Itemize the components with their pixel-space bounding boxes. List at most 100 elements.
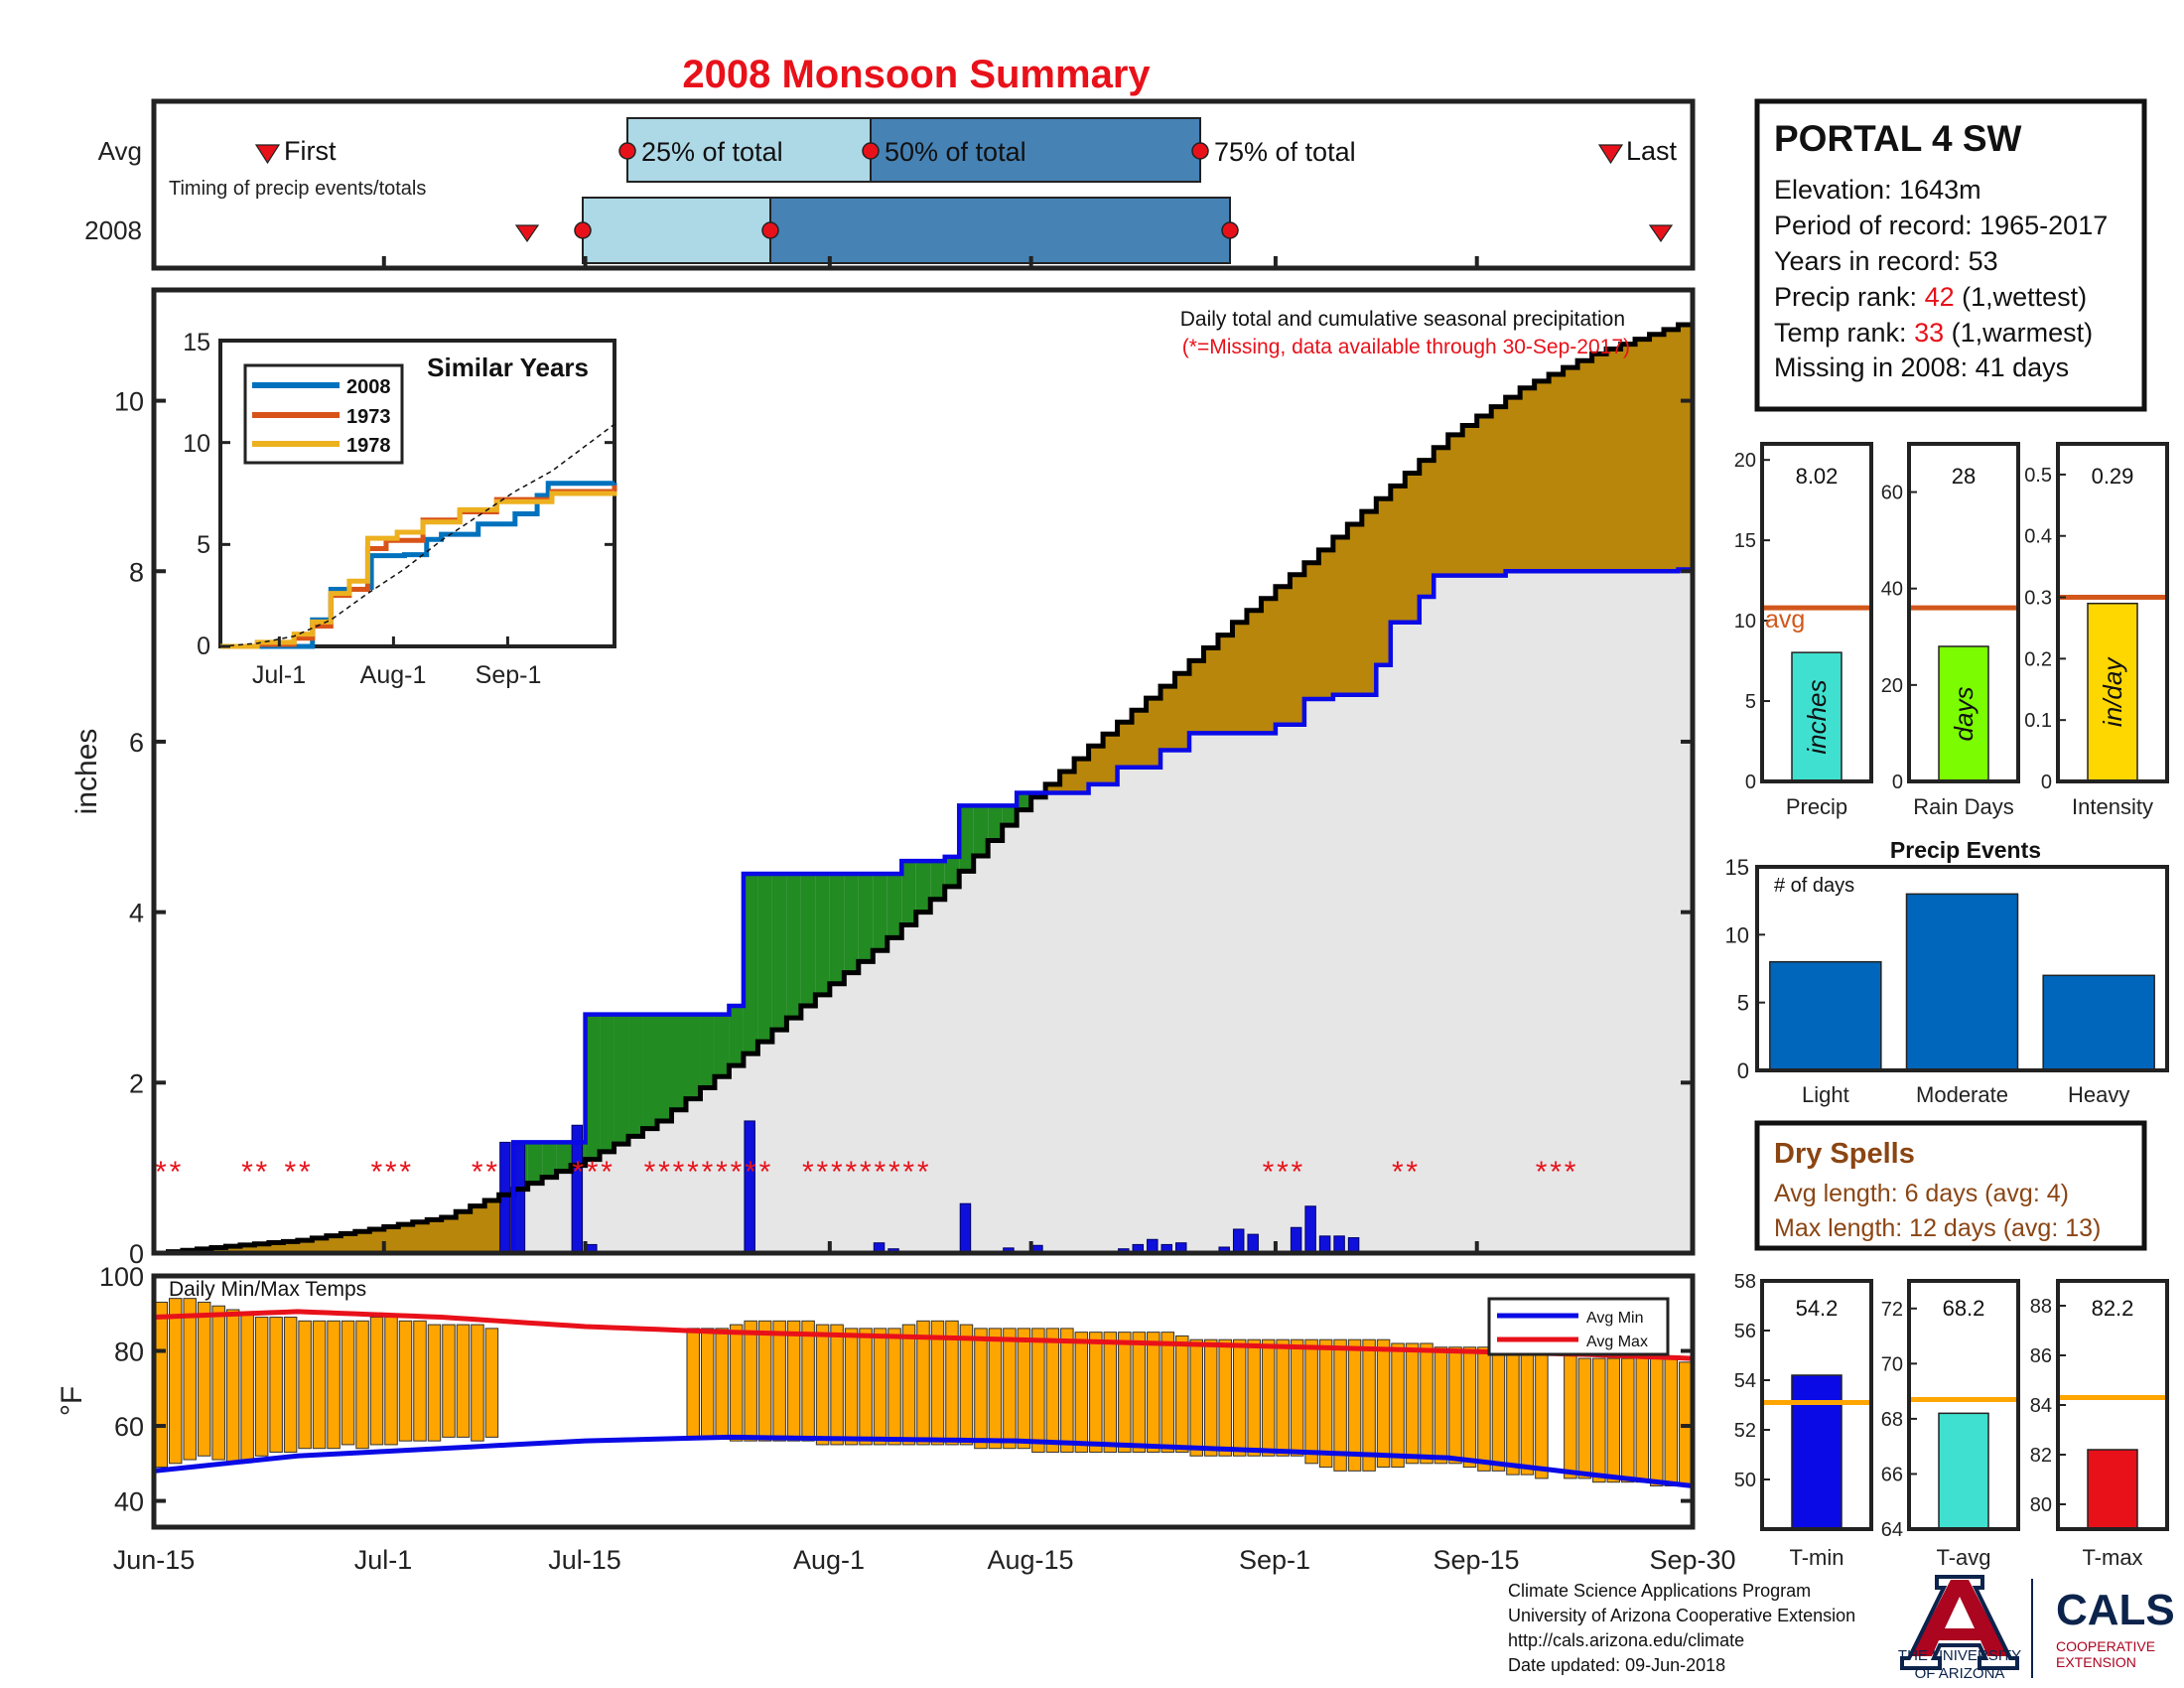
mini-temp-ytick-label: 82 [2030, 1445, 2052, 1467]
mini-temp-ytick-label: 86 [2030, 1345, 2052, 1367]
missing-day-marker: * [601, 1156, 613, 1189]
main-y-axis-label: inches [70, 729, 103, 815]
ua-logo-a-outline [1900, 1575, 2019, 1670]
daily-temp-bar [1160, 1332, 1175, 1453]
xtick-label: Jul-1 [354, 1545, 413, 1575]
missing-day-marker: * [1406, 1156, 1418, 1189]
mini-intensity-bars: in/day 0 0.1 0.2 0.3 0.4 0.5 [2024, 465, 2167, 793]
daily-temp-bar [1433, 1346, 1448, 1465]
daily-temp-bar [844, 1328, 859, 1446]
temp-ytick-label: 80 [114, 1337, 144, 1367]
missing-day-marker: * [1392, 1156, 1404, 1189]
mini-raindays-title: Rain Days [1913, 794, 2013, 819]
station-missing: Missing in 2008: 41 days [1774, 352, 2069, 382]
missing-day-marker: * [731, 1156, 743, 1189]
missing-day-marker: * [256, 1156, 268, 1189]
daily-temp-bar [1060, 1328, 1074, 1453]
timing-year-25-50-box [582, 197, 771, 264]
daily-temp-bar [815, 1324, 830, 1446]
missing-day-marker: * [845, 1156, 857, 1189]
daily-temp-bar [1089, 1332, 1103, 1453]
daily-temp-bar [757, 1320, 772, 1442]
mini-tavg-value: 68.2 [1943, 1296, 1985, 1321]
daily-temp-bar [873, 1328, 887, 1446]
daily-temp-bar [744, 1320, 757, 1442]
daily-temp-bar [384, 1317, 398, 1446]
daily-temp-bar [312, 1320, 327, 1450]
daily-temp-bar [471, 1324, 484, 1442]
daily-temp-bar [1333, 1338, 1347, 1472]
daily-temp-bar [729, 1324, 744, 1442]
daily-precip-bar [1247, 1233, 1259, 1254]
avg-min-temp-line [153, 1434, 1694, 1488]
daily-temp-bar [801, 1320, 815, 1442]
mini-precip-ytick-label: 15 [1734, 530, 1756, 552]
xtick-label: Sep-1 [1239, 1545, 1310, 1575]
daily-temp-bar [1362, 1338, 1376, 1472]
precip-events-panel: Precip Events Light Moderate Heavy 0 5 10 15 #… [1725, 837, 2169, 1107]
daily-temp-bar [1664, 1357, 1679, 1486]
cals-logo-text: CALS [2056, 1586, 2175, 1634]
missing-day-marker: * [658, 1156, 670, 1189]
daily-temp-bar [1232, 1338, 1247, 1457]
xtick-label: Jul-15 [548, 1545, 621, 1575]
daily-precip-bar [1333, 1235, 1345, 1254]
missing-day-marker: * [472, 1156, 483, 1189]
mini-temp-ytick-label: 52 [1734, 1420, 1756, 1442]
mini-temp-bar [1938, 1412, 1989, 1530]
daily-temp-bar [859, 1328, 873, 1446]
mini-precip-bar [1938, 645, 1989, 782]
daily-temp-bar [254, 1317, 269, 1457]
main-plot-frame [151, 287, 1696, 1256]
mini-raindays-frame [1907, 442, 2020, 783]
daily-temp-bar [1564, 1353, 1577, 1479]
mini-raindays-value: 28 [1952, 464, 1976, 489]
temp-y-axis: 40 60 80 100 [99, 1262, 1693, 1517]
main-chart-missing-note: (*=Missing, data available through 30-Se… [1182, 336, 1630, 358]
above-average-segment [930, 861, 945, 900]
inset-ytick-label: 5 [197, 531, 210, 559]
mini-precip-ytick-label: 60 [1881, 483, 1903, 504]
similar-years-line-1978 [220, 491, 617, 649]
mini-tmax-title: T-max [2082, 1545, 2142, 1570]
above-average-segment [757, 874, 772, 1043]
mini-precip-ytick-label: 0.2 [2024, 648, 2052, 670]
precip-events-category-label: Light [1802, 1082, 1849, 1107]
daily-temp-bar [1003, 1328, 1017, 1450]
legend-label-2008: 2008 [346, 376, 391, 398]
footer-line-1: Climate Science Applications Program [1508, 1581, 1811, 1601]
missing-day-marker: * [1565, 1156, 1576, 1189]
xtick-label: Jun-15 [113, 1545, 196, 1575]
mini-precip-bars: inches 0 5 10 15 20 [1734, 450, 1871, 793]
missing-day-marker: * [155, 1156, 167, 1189]
daily-temp-bar [901, 1324, 916, 1446]
above-average-segment [614, 1014, 629, 1145]
daily-precip-bar [499, 1141, 511, 1254]
main-ytick-label: 0 [129, 1239, 144, 1269]
missing-day-marker: * [831, 1156, 843, 1189]
mini-temp-charts: 50 52 54 56 58 54.2 T-min 64 66 68 70 72 68.2 T-… [1734, 1271, 2169, 1570]
main-ytick-label: 6 [129, 728, 144, 758]
mini-precip-ytick-label: 20 [1734, 450, 1756, 472]
daily-temp-bar [1577, 1357, 1592, 1479]
above-average-segment [1002, 805, 1018, 826]
inset-ytick-label: 0 [197, 633, 210, 660]
daily-temp-bar [1118, 1332, 1132, 1453]
above-average-segment [600, 1014, 614, 1152]
daily-temp-bar [442, 1324, 456, 1438]
daily-temp-bar [154, 1301, 168, 1469]
precip-events-title: Precip Events [1890, 837, 2041, 863]
mini-temp-ytick-label: 84 [2030, 1395, 2052, 1417]
daily-temp-bar [1650, 1357, 1664, 1486]
station-precip-rank: Precip rank: 42 (1,wettest) [1774, 282, 2087, 312]
missing-day-marker: * [587, 1156, 599, 1189]
daily-temp-bar [327, 1320, 341, 1450]
daily-temp-bar [1276, 1338, 1290, 1457]
daily-temp-bar [240, 1313, 254, 1461]
mini-temp-bar [1791, 1374, 1843, 1530]
dry-spells-title: Dry Spells [1774, 1138, 1915, 1170]
daily-temp-bar [930, 1320, 945, 1446]
mini-intensity-title: Intensity [2072, 794, 2153, 819]
missing-day-marker: * [572, 1156, 584, 1189]
daily-temp-bar [1247, 1338, 1261, 1457]
